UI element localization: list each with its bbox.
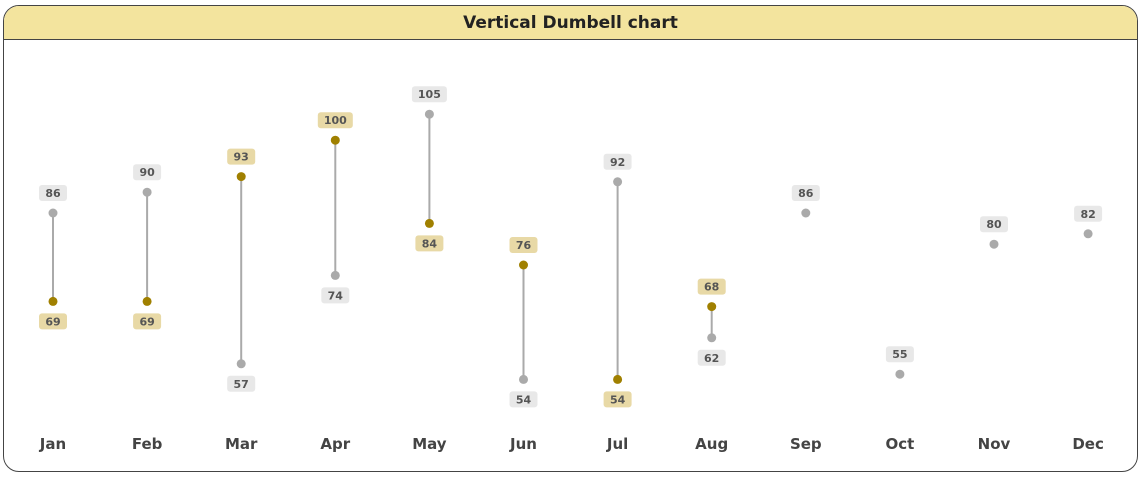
point-gold-jun-label: 76 — [516, 239, 532, 252]
point-gold-apr-label: 100 — [324, 114, 347, 127]
point-grey-dec-label: 82 — [1080, 208, 1095, 221]
point-gold-mar — [236, 172, 246, 182]
point-grey-sep — [801, 208, 811, 218]
point-gold-apr-label-bg — [317, 112, 353, 129]
point-grey-mar-label: 57 — [234, 378, 249, 391]
point-grey-feb — [142, 187, 152, 197]
x-tick-jun: Jun — [509, 435, 537, 453]
point-grey-oct-label-bg — [885, 346, 914, 363]
point-grey-jun — [519, 374, 528, 384]
x-tick-jul: Jul — [606, 435, 628, 453]
point-gold-mar-label-bg — [227, 148, 256, 165]
x-tick-apr: Apr — [320, 435, 350, 453]
point-gold-may-label-bg — [415, 235, 444, 252]
point-grey-may-label-bg — [411, 86, 447, 103]
point-grey-jun-label: 54 — [516, 393, 532, 406]
point-gold-aug-label-bg — [697, 278, 726, 295]
point-grey-dec — [1083, 229, 1093, 239]
point-gold-feb-label: 69 — [139, 315, 154, 328]
point-grey-nov-label-bg — [980, 216, 1008, 233]
point-grey-aug-label: 62 — [704, 352, 719, 365]
point-gold-jul-label-bg — [603, 391, 632, 408]
point-grey-apr-label-bg — [321, 287, 350, 304]
point-gold-feb-label-bg — [133, 313, 162, 330]
x-tick-feb: Feb — [132, 435, 163, 453]
point-gold-aug — [707, 302, 717, 312]
point-grey-may — [424, 109, 434, 119]
point-grey-oct — [895, 369, 905, 379]
point-grey-sep-label-bg — [791, 185, 820, 201]
point-grey-jul-label: 92 — [610, 156, 625, 169]
chart-title: Vertical Dumbell chart — [463, 12, 678, 33]
point-gold-apr — [330, 135, 340, 145]
point-grey-jan — [48, 208, 58, 218]
chart-title-bar: Vertical Dumbell chart — [4, 6, 1137, 40]
point-grey-aug — [707, 333, 717, 343]
point-gold-jan — [48, 296, 58, 306]
point-gold-jan-label-bg — [39, 313, 67, 330]
point-grey-mar-label-bg — [227, 375, 256, 392]
point-grey-jul — [613, 177, 623, 187]
point-gold-mar-label: 93 — [234, 151, 249, 164]
point-grey-may-label: 105 — [418, 88, 441, 101]
point-grey-aug-label-bg — [697, 349, 726, 366]
point-grey-jan-label: 86 — [45, 187, 61, 200]
point-gold-jun — [519, 260, 528, 270]
point-grey-nov — [989, 239, 999, 249]
point-gold-jun-label-bg — [509, 237, 538, 253]
x-tick-may: May — [412, 435, 447, 453]
point-grey-nov-label: 80 — [986, 218, 1002, 231]
x-tick-jan: Jan — [39, 435, 66, 453]
point-grey-feb-label: 90 — [139, 166, 155, 179]
x-tick-sep: Sep — [790, 435, 822, 453]
point-grey-jul-label-bg — [603, 153, 632, 170]
point-gold-may — [424, 218, 434, 228]
x-tick-dec: Dec — [1072, 435, 1104, 453]
chart-card: Vertical Dumbell chart — [3, 5, 1138, 472]
x-tick-oct: Oct — [885, 435, 914, 453]
point-grey-apr — [330, 270, 340, 280]
point-grey-oct-label: 55 — [892, 348, 907, 361]
x-tick-mar: Mar — [225, 435, 258, 453]
point-grey-dec-label-bg — [1074, 205, 1103, 222]
point-grey-feb-label-bg — [133, 164, 162, 181]
point-grey-mar — [236, 359, 246, 369]
point-grey-sep-label: 86 — [798, 187, 814, 200]
point-grey-jun-label-bg — [509, 391, 538, 408]
point-gold-jul — [613, 374, 623, 384]
point-gold-may-label: 84 — [422, 237, 438, 250]
point-gold-aug-label: 68 — [704, 281, 719, 294]
point-gold-jul-label: 54 — [610, 393, 626, 406]
point-grey-apr-label: 74 — [328, 289, 344, 302]
x-tick-nov: Nov — [978, 435, 1011, 453]
point-gold-feb — [142, 296, 152, 306]
point-grey-jan-label-bg — [39, 185, 67, 201]
x-tick-aug: Aug — [695, 435, 728, 453]
point-gold-jan-label: 69 — [45, 315, 60, 328]
